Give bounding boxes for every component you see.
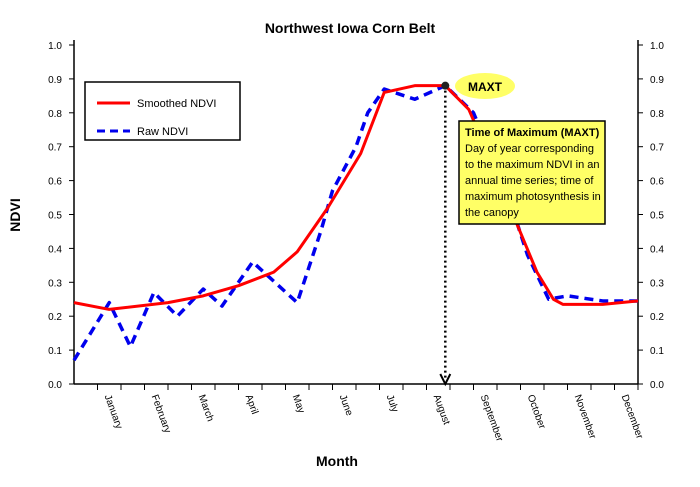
x-tick-label-february: February	[149, 393, 173, 434]
y-tick-label-right: 0.2	[650, 312, 664, 323]
x-tick-label-december: December	[619, 393, 645, 441]
maxt-info-title: Time of Maximum (MAXT)	[465, 127, 600, 139]
x-tick-label-june: June	[337, 393, 355, 418]
x-tick-label-november: November	[572, 393, 598, 441]
y-tick-label-right: 0.4	[650, 244, 664, 255]
y-tick-label-right: 0.0	[650, 380, 664, 391]
chart-title: Northwest Iowa Corn Belt	[265, 20, 436, 36]
y-tick-label-left: 0.8	[48, 109, 62, 120]
maxt-info-line: the canopy	[465, 207, 519, 219]
y-tick-label-left: 0.5	[48, 211, 62, 222]
x-tick-label-january: January	[102, 393, 125, 430]
x-tick-label-april: April	[243, 393, 260, 416]
y-tick-label-left: 1.0	[48, 41, 62, 52]
y-tick-label-left: 0.7	[48, 143, 62, 154]
arrow-head-icon	[439, 373, 452, 387]
maxt-info-line: to the maximum NDVI in an	[465, 159, 600, 171]
maxt-marker	[441, 81, 450, 90]
y-tick-label-right: 0.7	[650, 143, 664, 154]
x-tick-label-october: October	[525, 393, 548, 431]
maxt-info-box	[458, 120, 606, 225]
maxt-info-line: maximum photosynthesis in	[465, 191, 601, 203]
y-tick-label-left: 0.2	[48, 312, 62, 323]
y-tick-label-right: 0.1	[650, 346, 664, 357]
y-tick-label-right: 0.6	[650, 177, 664, 188]
y-tick-label-right: 0.8	[650, 109, 664, 120]
x-tick-label-august: August	[431, 393, 452, 426]
maxt-info-line: annual time series; time of	[465, 175, 594, 187]
x-tick-label-march: March	[196, 393, 216, 423]
maxt-bubble	[455, 73, 515, 99]
y-tick-label-right: 0.9	[650, 75, 664, 86]
series-smoothed-ndvi	[73, 84, 639, 311]
x-tick-label-september: September	[478, 393, 505, 443]
legend-label: Smoothed NDVI	[137, 98, 216, 110]
y-tick-label-left: 0.4	[48, 244, 62, 255]
x-tick-label-may: May	[290, 393, 307, 415]
y-axis-label: NDVI	[7, 198, 23, 231]
y-tick-label-left: 0.0	[48, 380, 62, 391]
y-tick-label-left: 0.6	[48, 177, 62, 188]
maxt-label: MAXT	[468, 80, 503, 94]
y-tick-label-left: 0.3	[48, 278, 62, 289]
maxt-info-line: Day of year corresponding	[465, 143, 594, 155]
y-tick-label-left: 0.9	[48, 75, 62, 86]
y-tick-label-right: 1.0	[650, 41, 664, 52]
y-tick-label-right: 0.3	[650, 278, 664, 289]
x-tick-label-july: July	[384, 393, 400, 413]
legend-label: Raw NDVI	[137, 126, 188, 138]
y-tick-label-left: 0.1	[48, 346, 62, 357]
y-tick-label-right: 0.5	[650, 211, 664, 222]
x-axis-label: Month	[316, 453, 358, 469]
